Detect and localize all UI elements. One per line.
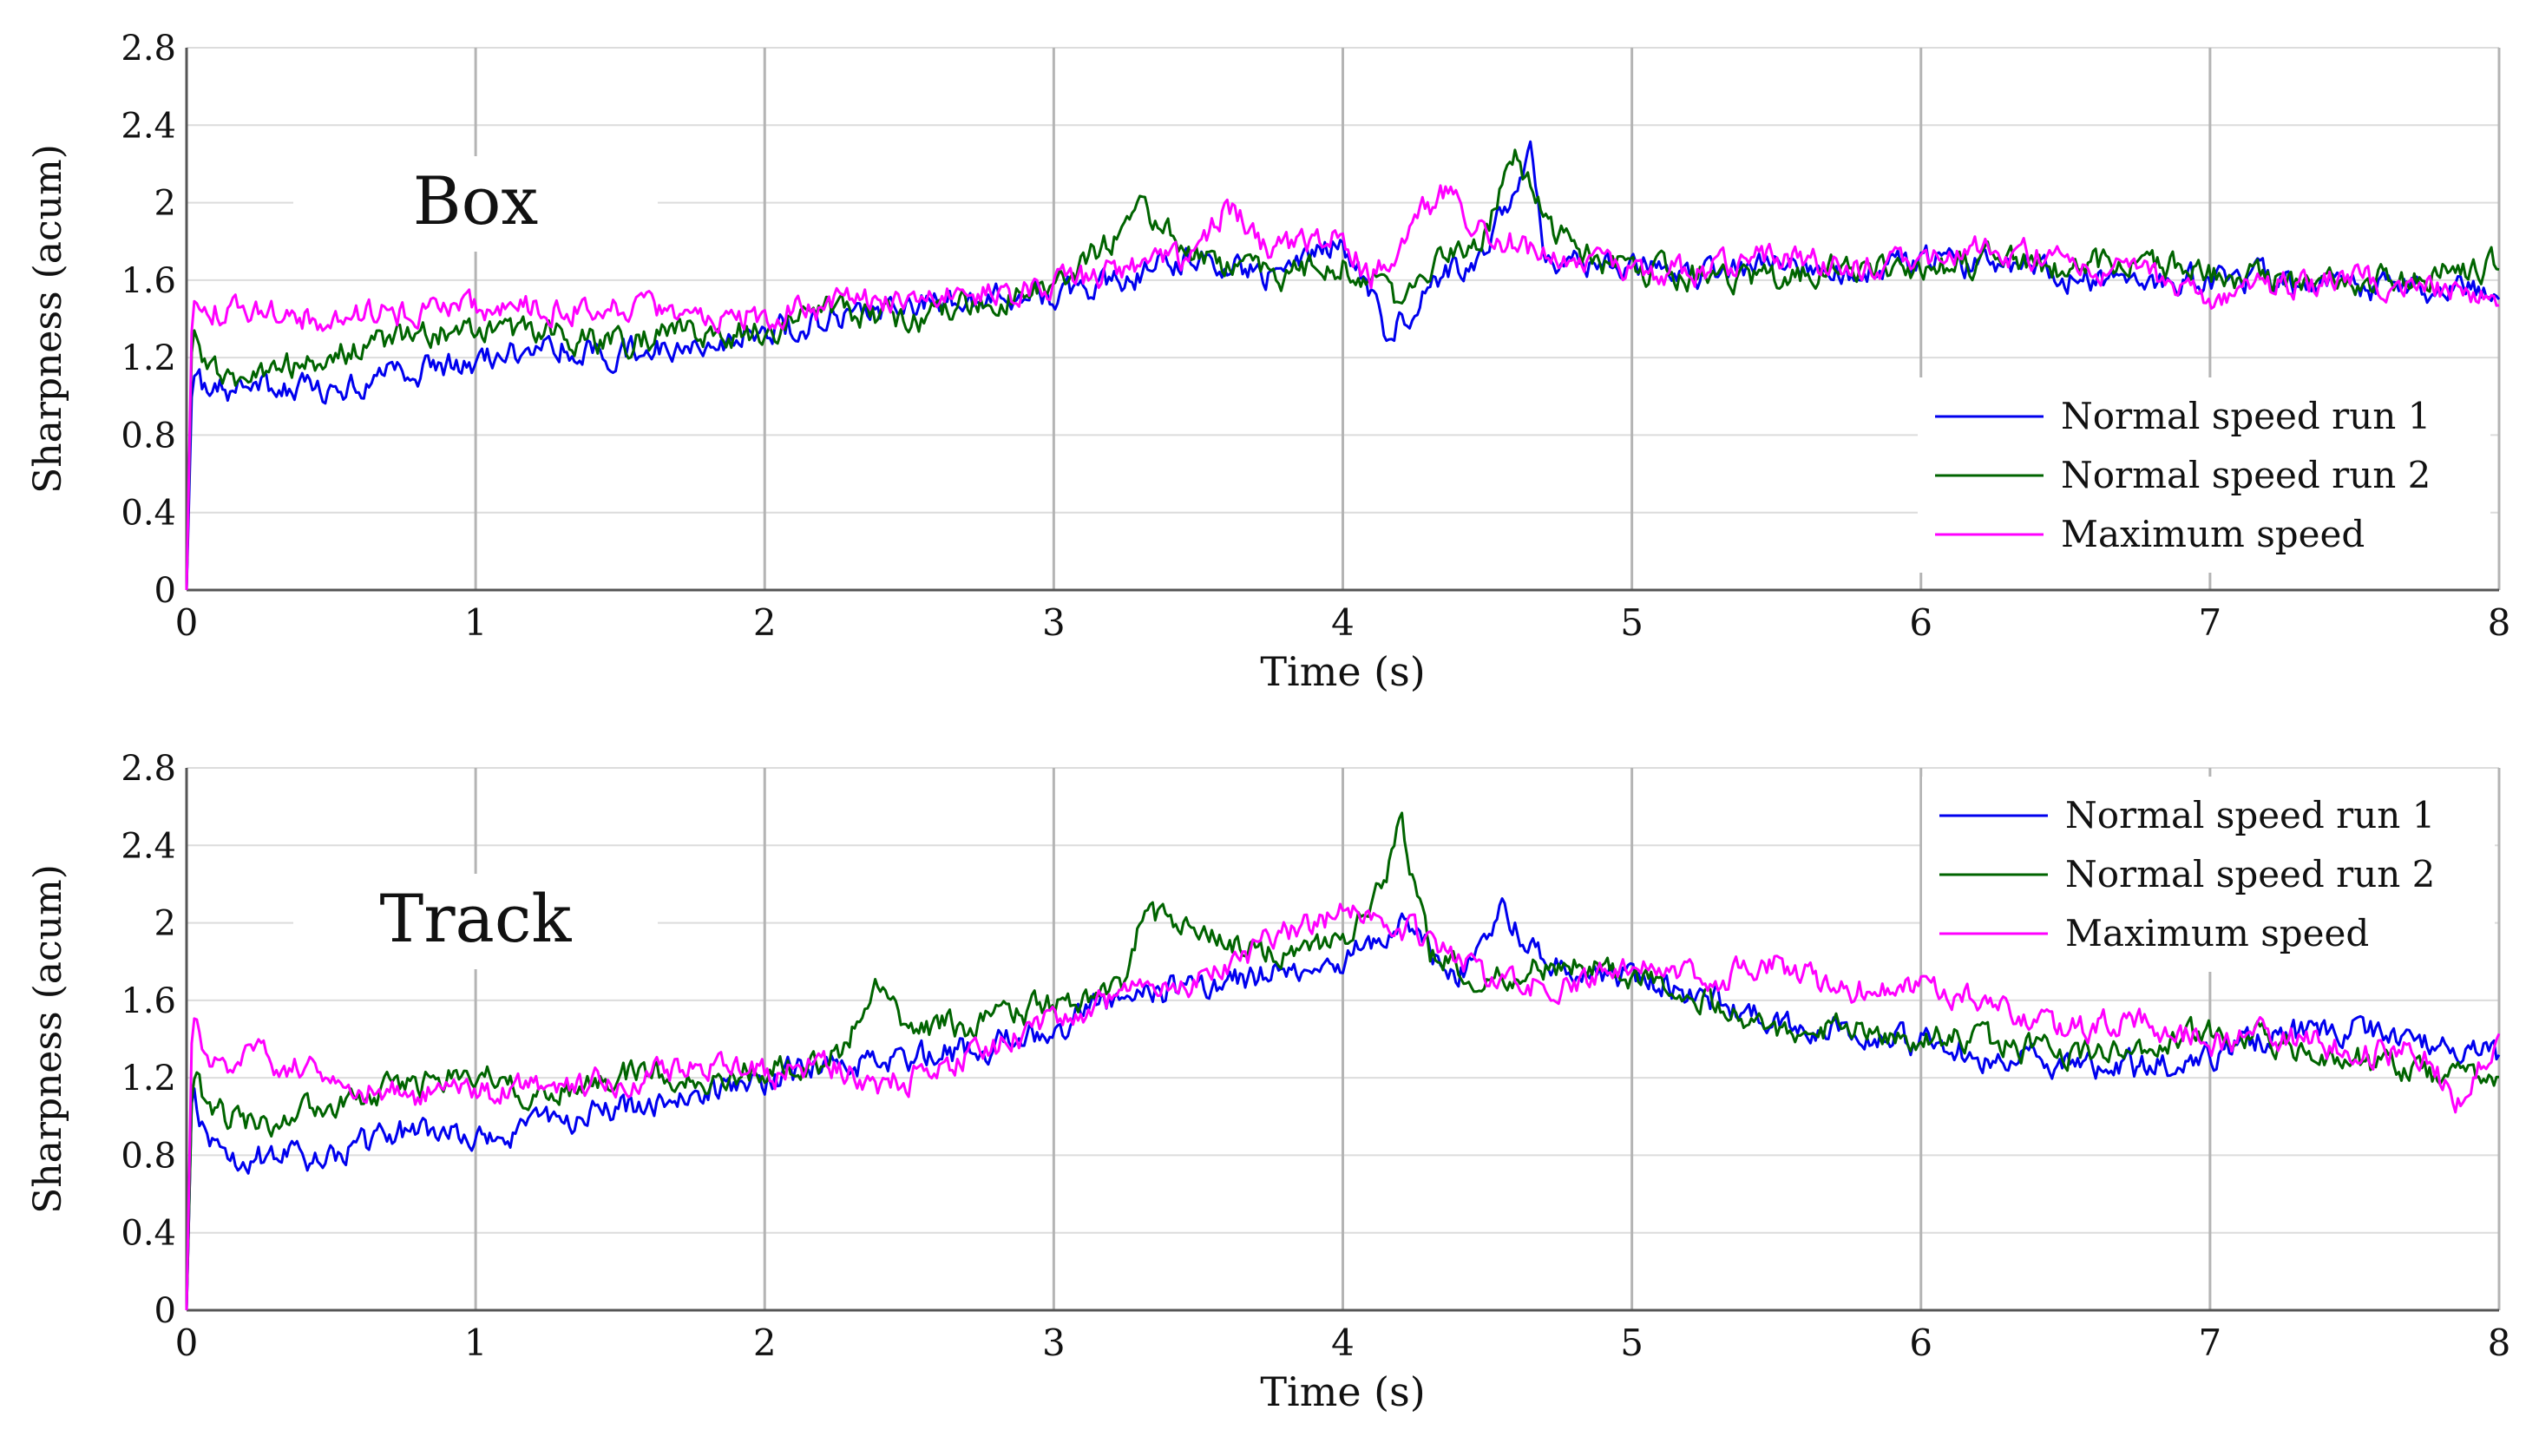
x-tick-label: 6 — [1909, 601, 1932, 644]
y-tick-label: 0.8 — [121, 416, 176, 456]
y-tick-label: 1.6 — [121, 261, 176, 301]
chart-title: Track — [380, 880, 573, 957]
x-tick-label: 4 — [1331, 1322, 1355, 1364]
x-tick-label: 7 — [2199, 1322, 2222, 1364]
x-axis-label: Time (s) — [1260, 1368, 1425, 1415]
x-tick-label: 3 — [1042, 601, 1066, 644]
x-tick-label: 5 — [1620, 601, 1643, 644]
y-tick-label: 0 — [154, 571, 176, 611]
x-tick-label: 5 — [1620, 1322, 1643, 1364]
y-tick-label: 0 — [154, 1291, 176, 1331]
chart-panel-track: 0 0.4 0.8 1.2 1.6 2 2.4 2.8 0 1 2 3 4 5 6 7 8 Time (s) Sha… — [26, 749, 2510, 1415]
y-tick-label: 2 — [154, 904, 176, 944]
legend-entry-label: Maximum speed — [2065, 912, 2369, 954]
y-tick-label: 2.4 — [121, 826, 176, 866]
legend-entry-label: Normal speed run 1 — [2065, 794, 2435, 836]
y-tick-label: 1.2 — [121, 338, 176, 378]
x-tick-label: 6 — [1909, 1322, 1932, 1364]
chart-title-backing — [293, 874, 658, 969]
x-axis-label: Time (s) — [1260, 648, 1425, 695]
x-tick-label: 4 — [1331, 601, 1355, 644]
y-tick-label: 2 — [154, 184, 176, 224]
chart-title: Box — [413, 162, 538, 239]
y-tick-label: 0.4 — [121, 1214, 176, 1254]
y-axis-label: Sharpness (acum) — [26, 144, 70, 494]
x-tick-label: 1 — [464, 601, 488, 644]
series-line-normal-speed-run-1 — [185, 140, 2501, 591]
y-tick-label: 0.8 — [121, 1136, 176, 1176]
y-tick-label: 2.4 — [121, 106, 176, 146]
series-line-maximum-speed — [185, 184, 2500, 591]
x-tick-label: 1 — [464, 1322, 488, 1364]
legend-entry-label: Maximum speed — [2061, 513, 2365, 555]
x-tick-label: 0 — [175, 601, 199, 644]
y-tick-label: 2.8 — [121, 29, 176, 69]
x-tick-label: 2 — [753, 601, 777, 644]
x-tick-label: 8 — [2488, 601, 2511, 644]
chart-title-backing — [293, 156, 658, 252]
y-tick-label: 1.2 — [121, 1059, 176, 1099]
chart-panel-box: 0 0.4 0.8 1.2 1.6 2 2.4 2.8 0 1 2 3 4 5 6 7 8 Time (s) Sha… — [26, 29, 2510, 695]
series-line-maximum-speed — [185, 902, 2501, 1311]
y-axis-label: Sharpness (acum) — [26, 864, 70, 1214]
y-tick-label: 0.4 — [121, 494, 176, 534]
y-tick-label: 1.6 — [121, 981, 176, 1021]
x-tick-label: 8 — [2488, 1322, 2511, 1364]
x-tick-label: 3 — [1042, 1322, 1066, 1364]
x-tick-label: 7 — [2199, 601, 2222, 644]
x-tick-label: 0 — [175, 1322, 199, 1364]
legend-entry-label: Normal speed run 2 — [2065, 853, 2435, 895]
series-line-normal-speed-run-2 — [185, 148, 2500, 591]
legend-entry-label: Normal speed run 1 — [2061, 395, 2431, 437]
series-line-normal-speed-run-1 — [185, 897, 2501, 1311]
legend-entry-label: Normal speed run 2 — [2061, 454, 2431, 496]
x-tick-label: 2 — [753, 1322, 777, 1364]
y-tick-label: 2.8 — [121, 749, 176, 789]
